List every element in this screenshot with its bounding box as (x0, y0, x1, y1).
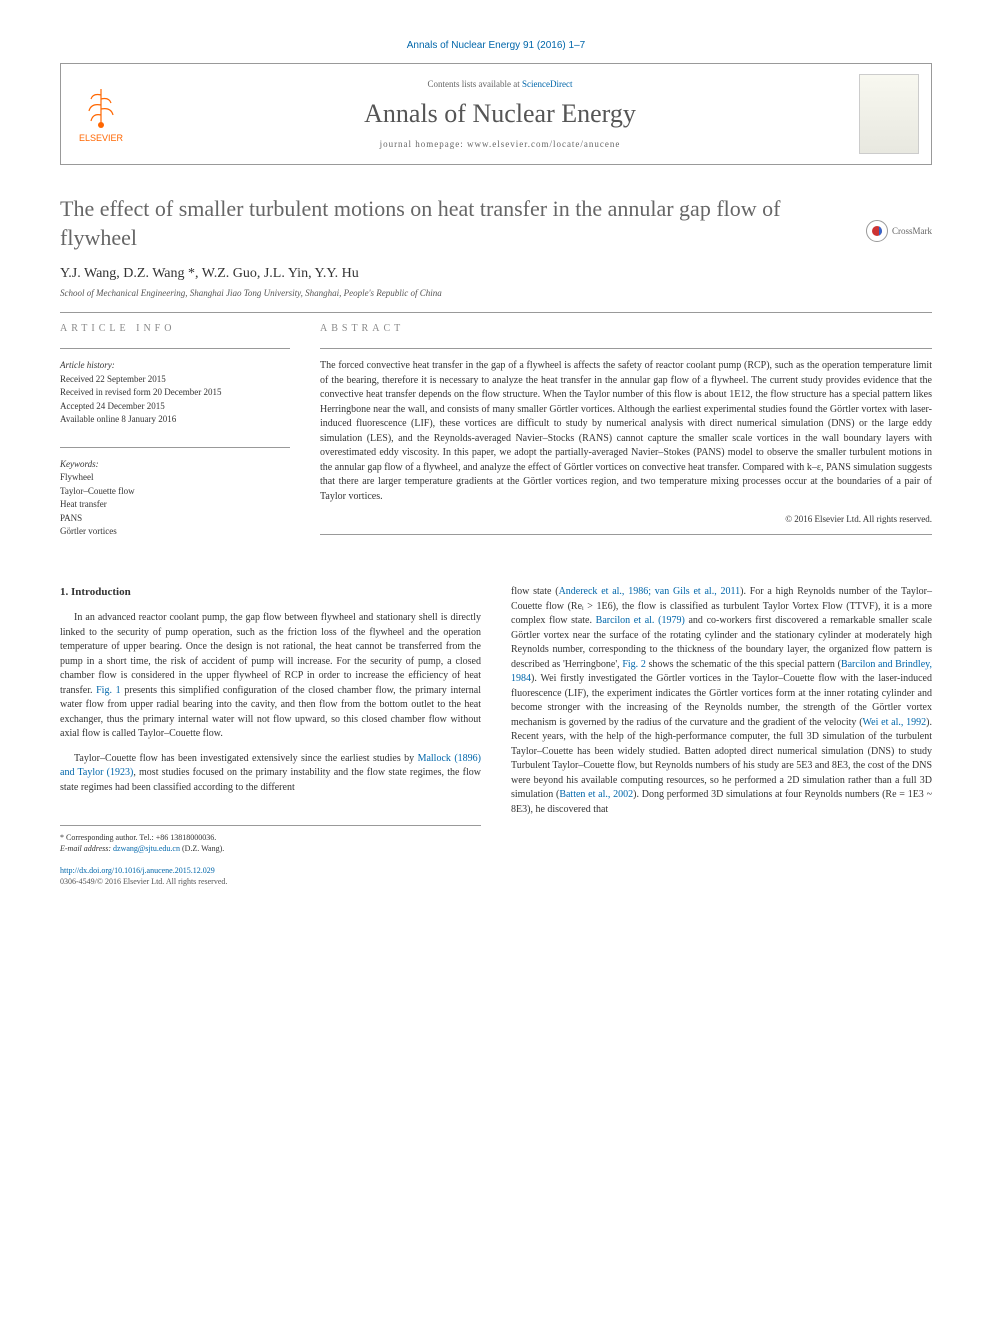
email-label: E-mail address: (60, 844, 113, 853)
keyword: Taylor–Couette flow (60, 486, 135, 496)
crossmark-icon (866, 220, 888, 242)
journal-cover-thumbnail (859, 74, 919, 154)
history-revised: Received in revised form 20 December 201… (60, 387, 221, 397)
history-online: Available online 8 January 2016 (60, 414, 176, 424)
article-info-column: ARTICLE INFO Article history: Received 2… (60, 323, 290, 545)
journal-name: Annals of Nuclear Energy (151, 99, 849, 129)
figure-ref[interactable]: Fig. 1 (96, 685, 120, 696)
crossmark-badge[interactable]: CrossMark (866, 220, 932, 242)
keyword: Görtler vortices (60, 526, 117, 536)
footnote-block: * Corresponding author. Tel.: +86 138180… (60, 825, 481, 854)
crossmark-label: CrossMark (892, 226, 932, 236)
body-text: Taylor–Couette flow has been investigate… (74, 753, 418, 764)
contents-available-line: Contents lists available at ScienceDirec… (151, 79, 849, 89)
citation-link[interactable]: Wei et al., 1992 (863, 717, 927, 728)
citation-link[interactable]: Andereck et al., 1986; van Gils et al., … (559, 586, 741, 597)
history-accepted: Accepted 24 December 2015 (60, 401, 165, 411)
corresponding-author: * Corresponding author. Tel.: +86 138180… (60, 832, 481, 843)
email-link[interactable]: dzwang@sjtu.edu.cn (113, 844, 180, 853)
contents-prefix: Contents lists available at (428, 79, 522, 89)
keywords-block: Keywords: Flywheel Taylor–Couette flow H… (60, 458, 290, 539)
info-abstract-row: ARTICLE INFO Article history: Received 2… (60, 323, 932, 545)
citation-link[interactable]: Barcilon et al. (1979) (596, 615, 685, 626)
abstract-text: The forced convective heat transfer in t… (320, 359, 932, 504)
paragraph: Taylor–Couette flow has been investigate… (60, 752, 481, 796)
email-suffix: (D.Z. Wang). (180, 844, 224, 853)
footer-copyright: 0306-4549/© 2016 Elsevier Ltd. All right… (60, 876, 481, 888)
email-line: E-mail address: dzwang@sjtu.edu.cn (D.Z.… (60, 843, 481, 854)
history-label: Article history: (60, 360, 115, 370)
body-text: flow state ( (511, 586, 559, 597)
figure-ref[interactable]: Fig. 2 (622, 659, 646, 670)
journal-citation: Annals of Nuclear Energy 91 (2016) 1–7 (60, 40, 932, 51)
abstract-column: ABSTRACT The forced convective heat tran… (320, 323, 932, 545)
article-title: The effect of smaller turbulent motions … (60, 195, 932, 252)
journal-homepage-line: journal homepage: www.elsevier.com/locat… (151, 139, 849, 149)
body-text: In an advanced reactor coolant pump, the… (60, 612, 481, 696)
divider (60, 348, 290, 349)
citation-link[interactable]: Batten et al., 2002 (559, 789, 633, 800)
publisher-name: ELSEVIER (71, 133, 131, 143)
author-affiliation: School of Mechanical Engineering, Shangh… (60, 288, 932, 298)
divider (60, 312, 932, 313)
keyword: Heat transfer (60, 499, 107, 509)
homepage-url[interactable]: www.elsevier.com/locate/anucene (467, 139, 620, 149)
body-text: shows the schematic of the this special … (646, 659, 841, 670)
keyword: Flywheel (60, 472, 94, 482)
abstract-copyright: © 2016 Elsevier Ltd. All rights reserved… (320, 514, 932, 524)
elsevier-tree-icon (81, 85, 121, 129)
body-two-column: 1. Introduction In an advanced reactor c… (60, 585, 932, 888)
divider (320, 534, 932, 535)
article-info-label: ARTICLE INFO (60, 323, 290, 334)
section-1-heading: 1. Introduction (60, 585, 481, 601)
journal-center-block: Contents lists available at ScienceDirec… (141, 79, 859, 149)
paragraph: flow state (Andereck et al., 1986; van G… (511, 585, 932, 817)
journal-header-box: ELSEVIER Contents lists available at Sci… (60, 63, 932, 165)
article-history: Article history: Received 22 September 2… (60, 359, 290, 427)
body-column-right: flow state (Andereck et al., 1986; van G… (511, 585, 932, 888)
paragraph: In an advanced reactor coolant pump, the… (60, 611, 481, 742)
doi-link[interactable]: http://dx.doi.org/10.1016/j.anucene.2015… (60, 865, 481, 877)
publisher-logo[interactable]: ELSEVIER (61, 85, 141, 143)
author-list: Y.J. Wang, D.Z. Wang *, W.Z. Guo, J.L. Y… (60, 266, 932, 282)
body-column-left: 1. Introduction In an advanced reactor c… (60, 585, 481, 888)
divider (60, 447, 290, 448)
homepage-prefix: journal homepage: (380, 139, 467, 149)
divider (320, 348, 932, 349)
abstract-label: ABSTRACT (320, 323, 932, 334)
keyword: PANS (60, 513, 82, 523)
history-received: Received 22 September 2015 (60, 374, 166, 384)
sciencedirect-link[interactable]: ScienceDirect (522, 79, 572, 89)
body-text: ). Recent years, with the help of the hi… (511, 717, 932, 801)
keywords-label: Keywords: (60, 459, 99, 469)
body-text: presents this simplified configuration o… (60, 685, 481, 740)
